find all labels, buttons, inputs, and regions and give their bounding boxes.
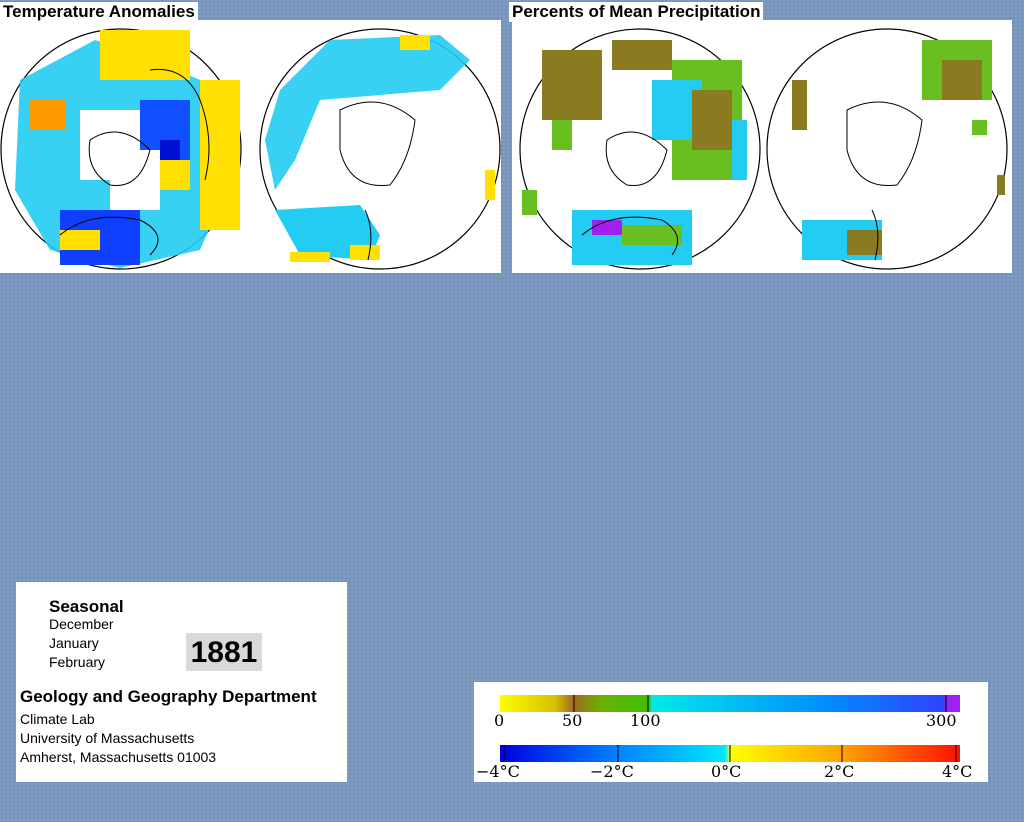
precipitation-nh-values (522, 40, 747, 265)
precipitation-colorbar (500, 695, 960, 712)
precipitation-tick: 300 (926, 711, 957, 730)
department-label: Geology and Geography Department (20, 687, 317, 706)
temperature-tick: 2°C (824, 762, 855, 781)
legend-bars (500, 695, 960, 762)
temperature-tick: −2°C (590, 762, 634, 781)
info-box: Seasonal December January February 1881 … (16, 582, 347, 782)
year-display: 1881 (186, 633, 262, 671)
temperature-sh-anomalies (265, 35, 495, 262)
temperature-tick: 4°C (942, 762, 973, 781)
precipitation-sh-values (792, 40, 1005, 260)
precipitation-map-panel (512, 20, 1012, 273)
season-label: Seasonal (49, 597, 124, 616)
address-label: Amherst, Massachusetts 01003 (20, 749, 217, 765)
color-legend: 0 50 100 300 −4°C −2°C 0°C 2°C 4°C (474, 682, 988, 782)
temperature-tick: 0°C (711, 762, 742, 781)
month-label: December (49, 616, 114, 632)
month-label: January (49, 635, 99, 651)
temperature-map-panel (0, 20, 501, 273)
temperature-title: Temperature Anomalies (0, 2, 198, 22)
precipitation-tick: 100 (630, 711, 661, 730)
lab-label: Climate Lab (20, 711, 95, 727)
precipitation-tick: 50 (562, 711, 583, 730)
temperature-tick: −4°C (476, 762, 520, 781)
temperature-nh-anomalies (15, 30, 240, 268)
temperature-globes (0, 28, 501, 270)
university-label: University of Massachusetts (20, 730, 195, 746)
precipitation-globes (519, 28, 1008, 270)
precipitation-title: Percents of Mean Precipitation (509, 2, 764, 22)
precipitation-tick: 0 (494, 711, 505, 730)
month-label: February (49, 654, 106, 670)
